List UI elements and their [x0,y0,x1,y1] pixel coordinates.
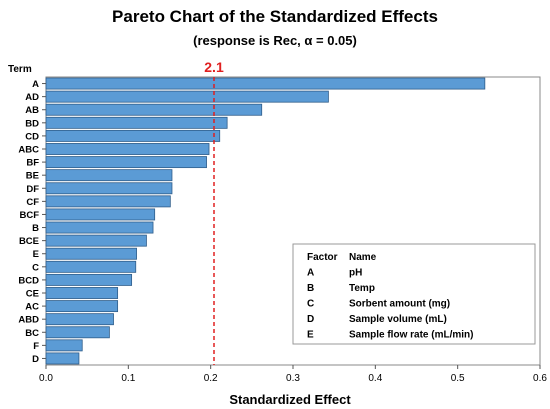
legend-header-factor: Factor [307,252,338,263]
legend-factor: E [307,330,314,341]
bars-group [45,77,486,365]
y-tick-label: ABD [18,315,39,326]
x-tick-label: 0.6 [533,373,547,384]
y-tick-label: BCD [18,275,39,286]
bar-abc [45,143,210,155]
y-tick-label: DF [26,184,39,195]
y-tick-label: AB [25,105,39,116]
legend-factor: D [307,314,314,325]
y-tick-label: CE [26,289,39,300]
y-tick-label: BCF [19,210,39,221]
y-tick-label: ABC [18,145,39,156]
y-tick-label: CD [25,131,39,142]
y-tick-label: F [33,341,39,352]
x-axis-label: Standardized Effect [229,392,351,407]
bar-bd [45,116,228,129]
bar-ac [45,300,119,313]
y-tick-label: BC [25,328,39,339]
x-tick-label: 0.3 [286,373,300,384]
y-tick-label: BCE [19,236,39,247]
y-tick-labels: AADABBDCDABCBFBEDFCFBCFBBCEECBCDCEACABDB… [18,79,46,365]
y-tick-label: BE [26,171,39,182]
bar-c [45,260,137,273]
chart-title: Pareto Chart of the Standardized Effects [112,7,438,26]
legend-factor: B [307,283,314,294]
bar-ad [45,90,329,103]
y-tick-label: AC [25,302,39,313]
bar-a [45,77,486,90]
bar-be [45,169,173,182]
bar-cd [45,129,221,142]
legend-box: Factor Name A pH B Temp C Sorbent amount (mg) D S… [292,243,536,345]
bar-bcf [45,208,156,221]
x-tick-label: 0.2 [204,373,218,384]
legend-factor: A [307,268,314,279]
bar-abd [45,313,114,326]
reference-line-label: 2.1 [204,59,224,75]
legend-name: Sample volume (mL) [349,314,447,325]
y-tick-label: B [32,223,39,234]
bar-ce [45,287,119,299]
y-tick-label: BD [25,118,39,129]
bar-f [45,339,83,352]
legend-header-name: Name [349,252,377,263]
bar-df [45,182,173,195]
bar-ab [45,103,263,116]
x-tick-label: 0.0 [39,373,53,384]
bar-e [45,247,137,260]
legend-name: pH [349,268,362,279]
legend-table: Factor Name A pH B Temp C Sorbent amount (mg) D S… [307,252,473,341]
bar-b [45,221,154,234]
legend-name: Sorbent amount (mg) [349,299,450,310]
x-tick-label: 0.5 [451,373,465,384]
y-axis-label: Term [8,64,32,75]
bar-bc [45,326,110,339]
y-tick-label: C [32,262,39,273]
x-tick-label: 0.1 [121,373,135,384]
legend-frame [292,243,536,345]
legend-name: Temp [349,283,375,294]
y-tick-label: AD [25,92,39,103]
legend-factor: C [307,299,314,310]
y-tick-label: CF [26,197,39,208]
y-tick-label: BF [26,158,39,169]
x-tick-labels: 0.0 0.1 0.2 0.3 0.4 0.5 0.6 [39,365,547,384]
x-tick-label: 0.4 [368,373,382,384]
bar-cf [45,195,171,208]
legend-name: Sample flow rate (mL/min) [349,330,473,341]
bar-bce [45,234,147,247]
bar-d [45,352,80,365]
bar-bf [45,156,207,169]
bar-bcd [45,273,133,286]
y-tick-label: D [32,354,39,365]
chart-subtitle: (response is Rec, α = 0.05) [193,33,357,48]
y-tick-label: E [33,249,39,260]
y-tick-label: A [32,79,39,90]
